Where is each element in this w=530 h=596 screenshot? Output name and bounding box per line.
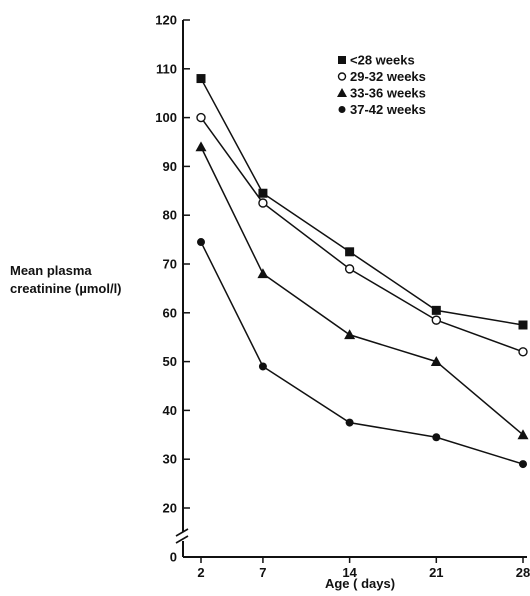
y-tick-label: 100 — [155, 110, 177, 125]
x-axis-label: Age ( days) — [324, 576, 396, 591]
legend-marker-2 — [337, 72, 347, 81]
x-tick-label: 14 — [342, 565, 357, 580]
data-point-series-1 — [431, 305, 441, 315]
x-tick-label: 7 — [259, 565, 266, 580]
data-point-series-4 — [197, 238, 205, 247]
y-tick-label: 0 — [170, 550, 177, 565]
legend-label-4: 37-42 weeks — [350, 102, 426, 117]
data-point-series-1 — [518, 320, 528, 330]
data-point-series-3 — [517, 429, 529, 440]
data-point-series-4 — [432, 433, 441, 442]
y-axis-label: Mean plasma creatinine (µmol/l) — [10, 263, 122, 296]
legend-marker-4 — [338, 106, 346, 113]
legend-marker-3 — [337, 88, 347, 97]
x-tick-label: 21 — [429, 565, 443, 580]
y-tick-label: 60 — [163, 305, 177, 320]
series-line-3 — [200, 146, 524, 436]
x-tick-label: 2 — [197, 565, 204, 580]
legend-label-2: 29-32 weeks — [350, 69, 426, 84]
y-tick-label: 40 — [163, 403, 177, 418]
y-tick-label: 30 — [163, 452, 177, 467]
data-point-series-3 — [430, 356, 442, 366]
y-tick-label: 20 — [163, 501, 177, 516]
axis-break-mark — [175, 528, 189, 537]
y-tick-label: 70 — [163, 257, 177, 272]
data-point-series-1 — [345, 247, 355, 257]
data-point-series-2 — [258, 198, 268, 208]
data-point-series-4 — [519, 460, 527, 469]
data-point-series-2 — [344, 264, 355, 274]
data-point-series-2 — [431, 315, 442, 325]
data-point-series-4 — [258, 362, 267, 371]
legend-marker-1 — [338, 56, 346, 64]
x-tick-label: 28 — [516, 565, 530, 580]
data-point-series-4 — [345, 418, 354, 427]
data-point-series-3 — [257, 268, 269, 279]
y-tick-label: 120 — [155, 13, 177, 28]
y-tick-label: 110 — [156, 61, 177, 76]
legend-label-3: 33-36 weeks — [350, 86, 426, 101]
data-point-series-2 — [196, 112, 206, 123]
data-point-series-1 — [196, 74, 206, 84]
data-point-series-3 — [344, 329, 356, 340]
data-point-series-3 — [195, 141, 207, 152]
y-tick-label: 50 — [163, 354, 177, 369]
axis-break-mark — [175, 535, 189, 544]
data-point-series-2 — [518, 347, 528, 357]
y-tick-label: 80 — [163, 208, 177, 223]
y-tick-label: 90 — [163, 159, 177, 174]
legend-label-1: <28 weeks — [350, 53, 415, 68]
data-point-series-1 — [258, 188, 268, 198]
